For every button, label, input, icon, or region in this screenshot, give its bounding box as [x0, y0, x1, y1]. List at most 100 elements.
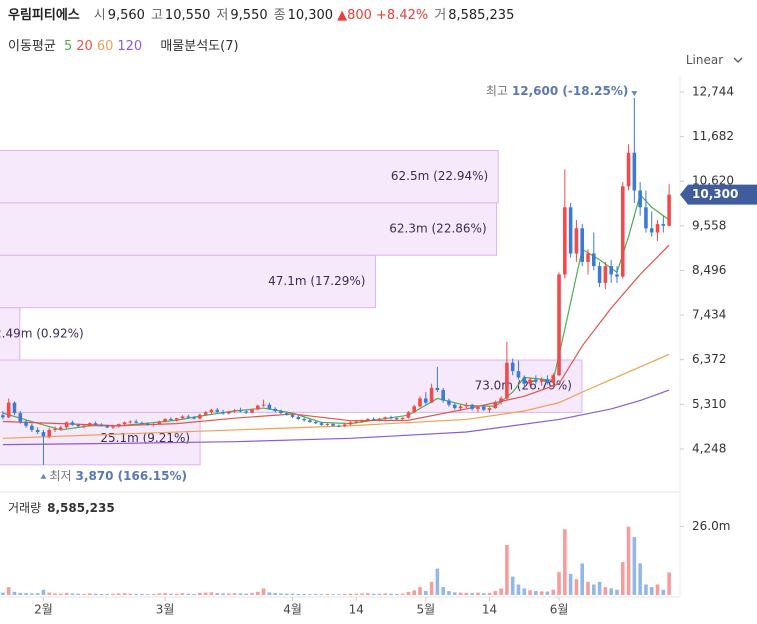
- candle-body: [366, 419, 370, 421]
- volume-label: 거래량: [8, 501, 41, 515]
- volume-bar: [580, 563, 585, 595]
- y-tick-label: 12,744: [692, 85, 734, 99]
- volume-bar: [539, 591, 544, 595]
- change: ▲800 +8.42%: [337, 8, 429, 23]
- low-annotation: 최저 3,870 (166.15%): [49, 468, 187, 482]
- candle-body: [371, 419, 376, 421]
- stat-value: 8,585,235: [448, 8, 515, 23]
- y-tick-label: 5,310: [692, 397, 726, 411]
- candle-body: [209, 409, 214, 413]
- volume-bar: [620, 562, 625, 595]
- low-marker: [40, 473, 47, 479]
- volume-bar: [163, 593, 167, 595]
- volume-bar: [412, 590, 417, 595]
- volume-bar: [423, 591, 428, 595]
- volume-bar: [47, 592, 52, 595]
- stat-label: 종: [273, 8, 286, 23]
- candle-body: [383, 417, 388, 419]
- volume-bar: [563, 529, 567, 595]
- price-tag-label: 10,300: [692, 187, 738, 201]
- x-tick-label: 2월: [34, 603, 53, 617]
- chevron: [733, 57, 743, 63]
- volume-bar: [574, 579, 579, 595]
- candle-body: [30, 425, 34, 430]
- volume-bar: [174, 593, 179, 595]
- candle-body: [59, 427, 63, 430]
- candle-body: [667, 194, 671, 226]
- volume-bar: [267, 592, 272, 595]
- candle-body: [452, 404, 457, 409]
- volume-bar: [18, 592, 23, 595]
- volume-bar: [30, 593, 34, 595]
- volume-bars: [1, 526, 671, 595]
- candle-body: [638, 190, 642, 208]
- candle-body: [198, 414, 202, 419]
- candle-body: [35, 429, 40, 433]
- candle-body: [591, 253, 596, 267]
- volume-bar: [354, 593, 359, 595]
- candle-body: [238, 410, 243, 412]
- candle-body: [528, 379, 532, 384]
- candle-body: [53, 429, 57, 431]
- volume-bar: [487, 592, 492, 595]
- candle-body: [458, 406, 463, 409]
- volume-bar: [255, 591, 260, 595]
- y-tick-label: 11,682: [692, 129, 734, 143]
- profile-label: 2.49m (0.92%): [0, 326, 84, 340]
- legend-item: 60: [96, 39, 114, 54]
- candle-body: [586, 253, 590, 262]
- candle-body: [273, 408, 277, 412]
- volume-bar: [545, 591, 550, 595]
- candle-body: [661, 224, 666, 226]
- candle-body: [313, 421, 318, 424]
- volume-bar: [157, 593, 162, 595]
- candle-body: [557, 274, 561, 376]
- volume-bar: [360, 593, 364, 595]
- volume-bar: [406, 591, 411, 595]
- low-label: 최저: [49, 468, 71, 482]
- volume-bar: [284, 593, 289, 595]
- y-tick-label: 6,372: [692, 352, 726, 366]
- candle-body: [545, 379, 550, 383]
- candle-body: [76, 424, 81, 427]
- volume-bar: [250, 592, 254, 595]
- candle-body: [302, 419, 306, 421]
- stat-value: 10,550: [164, 8, 211, 23]
- candle-body: [406, 412, 411, 418]
- volume-bar: [591, 584, 596, 595]
- candle-body: [203, 412, 208, 415]
- candle-body: [429, 387, 434, 403]
- volume-bar: [140, 593, 144, 595]
- candle-body: [476, 406, 480, 409]
- candle-body: [348, 422, 353, 425]
- candle-body: [574, 228, 579, 254]
- x-tick-label: 14: [482, 603, 497, 617]
- volume-bar: [603, 587, 608, 595]
- volume-bar: [337, 594, 341, 595]
- legend-profile[interactable]: 매물분석도(7): [160, 39, 239, 54]
- volume-bar: [452, 592, 457, 595]
- volume-bar: [244, 593, 249, 595]
- profile-bar: [0, 149, 499, 204]
- scale-selector[interactable]: Linear: [686, 53, 743, 67]
- candle-body: [522, 377, 527, 384]
- candle-body: [580, 228, 585, 262]
- candle-body: [539, 379, 544, 382]
- candle-body: [626, 152, 631, 187]
- stat-value: 9,550: [230, 8, 268, 23]
- candle-body: [87, 423, 92, 426]
- volume-bar: [377, 593, 382, 595]
- candle-body: [464, 404, 469, 407]
- candle-body: [568, 207, 573, 254]
- profile-label: 62.3m (22.86%): [389, 222, 486, 236]
- candle-body: [534, 379, 538, 382]
- candle-body: [163, 419, 167, 422]
- candle-body: [174, 418, 179, 420]
- volume-bar: [568, 573, 573, 595]
- volume-bar: [557, 572, 561, 595]
- volume-bar: [308, 594, 312, 595]
- volume-bar: [435, 568, 440, 595]
- candle-body: [140, 422, 144, 424]
- volume-bar: [493, 591, 498, 595]
- candle-body: [250, 409, 254, 413]
